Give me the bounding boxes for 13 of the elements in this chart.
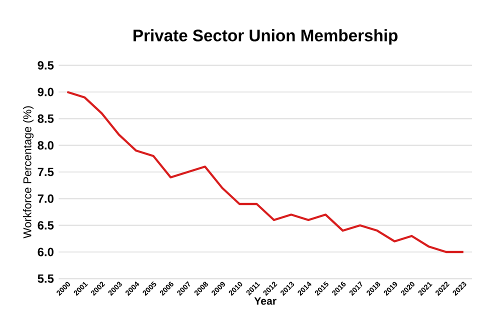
y-tick-label: 9.0 [38, 88, 54, 96]
y-tick-label: 6.5 [38, 221, 54, 230]
y-tick-label: 9.5 [38, 61, 54, 70]
line-series [66, 90, 464, 254]
y-tick-label: 5.5 [38, 274, 54, 283]
y-tick-label: 8.5 [38, 114, 54, 123]
chart-title: Private Sector Union Membership [134, 29, 398, 45]
y-tick-label: 8.0 [38, 141, 54, 150]
y-tick-label: 7.0 [38, 194, 54, 203]
y-tick-label: 6.0 [38, 248, 54, 256]
x-axis-title: Year [254, 297, 276, 305]
y-axis-title: Workforce Percentage (%) [23, 106, 34, 238]
y-tick-label: 7.5 [38, 168, 54, 176]
